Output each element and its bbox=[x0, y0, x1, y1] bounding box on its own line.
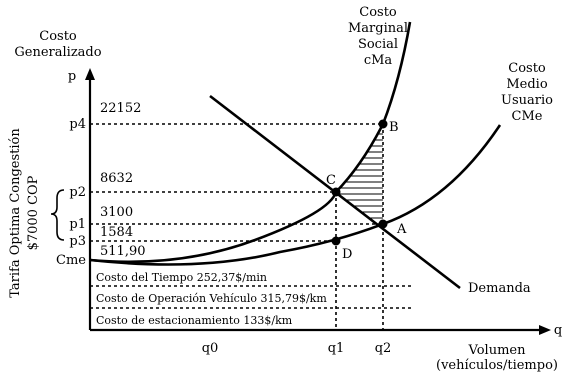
value-3100: 3100 bbox=[100, 205, 133, 220]
average-cost-label-line1: Costo bbox=[508, 61, 546, 76]
point-c-marker bbox=[331, 187, 341, 197]
point-d-label: D bbox=[342, 247, 352, 262]
x-axis-title-line2: (vehículos/tiempo) bbox=[436, 358, 558, 373]
point-b-marker bbox=[378, 119, 388, 129]
tick-p4: p4 bbox=[69, 117, 86, 132]
tick-q1: q1 bbox=[328, 341, 345, 356]
demand-label: Demanda bbox=[468, 281, 531, 296]
cost-tiempo-label: Costo del Tiempo 252,37$/min bbox=[96, 271, 267, 284]
point-b-label: B bbox=[389, 120, 399, 135]
marginal-cost-label-line1: Costo bbox=[359, 5, 397, 20]
tick-p3: p3 bbox=[69, 234, 86, 249]
tick-p2: p2 bbox=[69, 185, 86, 200]
tick-q0: q0 bbox=[202, 341, 219, 356]
x-axis-arrowhead bbox=[539, 325, 551, 335]
average-cost-curve bbox=[89, 124, 502, 266]
y-axis-arrowhead bbox=[85, 68, 95, 80]
tick-q2: q2 bbox=[375, 341, 392, 356]
y-axis-title-line1: Costo bbox=[39, 29, 77, 44]
tick-p1: p1 bbox=[69, 217, 86, 232]
marginal-cost-label-line4: cMa bbox=[364, 53, 393, 68]
point-a-marker bbox=[378, 219, 388, 229]
point-c-label: C bbox=[326, 173, 336, 188]
x-axis-symbol: q bbox=[554, 323, 562, 338]
average-cost-label-line4: CMe bbox=[512, 109, 543, 124]
value-22152: 22152 bbox=[100, 101, 141, 116]
x-axis-title-line1: Volumen bbox=[468, 343, 527, 358]
y-axis-symbol: p bbox=[68, 69, 76, 84]
tariff-label-line1: Tarifa Optima Congestión bbox=[8, 128, 23, 298]
tariff-brace bbox=[50, 189, 65, 241]
point-a-label: A bbox=[396, 222, 407, 237]
cost-operacion-label: Costo de Operación Vehículo 315,79$/km bbox=[96, 292, 327, 305]
average-cost-label-line2: Medio bbox=[506, 77, 547, 92]
value-8632: 8632 bbox=[100, 171, 133, 186]
cost-estacionamiento-label: Costo de estacionamiento 133$/km bbox=[96, 314, 293, 327]
marginal-cost-label-line2: Marginal bbox=[348, 21, 408, 36]
value-511-90: 511,90 bbox=[100, 244, 146, 259]
marginal-cost-label-line3: Social bbox=[358, 37, 398, 52]
point-d-marker bbox=[331, 236, 341, 246]
average-cost-label-line3: Usuario bbox=[501, 93, 553, 108]
tariff-label-line2: $7000 COP bbox=[26, 175, 41, 250]
marginal-cost-curve bbox=[89, 21, 412, 264]
tick-cme: Cme bbox=[56, 253, 86, 268]
y-axis-title-line2: Generalizado bbox=[14, 45, 101, 60]
value-1584: 1584 bbox=[100, 225, 133, 240]
